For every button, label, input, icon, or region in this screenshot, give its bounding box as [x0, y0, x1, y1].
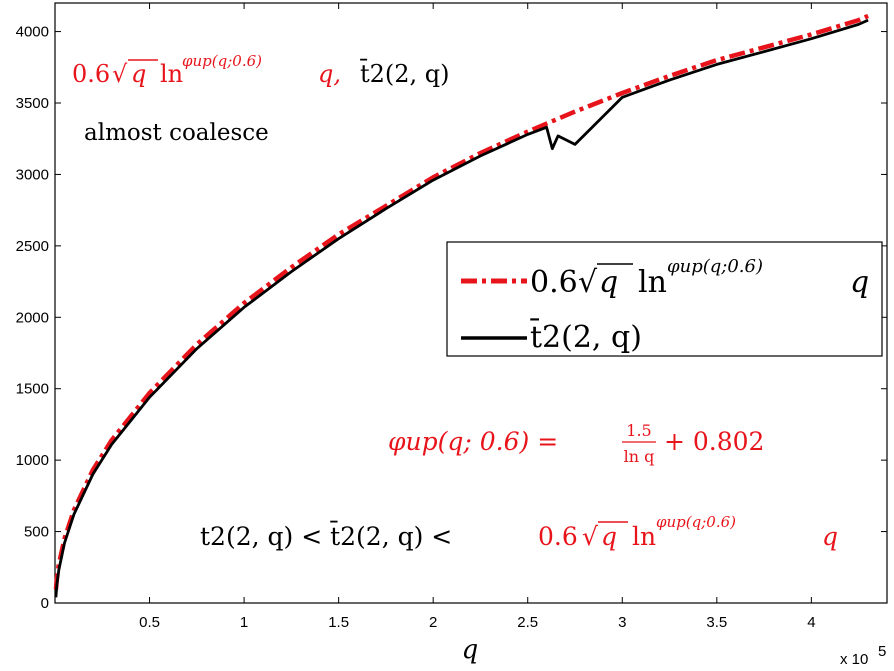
top-note: almost coalesce [84, 120, 269, 146]
bottom-formula-q-tail: q [822, 522, 838, 551]
y-tick-label: 3000 [16, 166, 49, 183]
phi-formula-rhs: + 0.802 [664, 427, 764, 456]
bottom-formula-ln: ln [632, 522, 656, 551]
bottom-formula-sqrt-sign: √ [582, 522, 598, 551]
legend-red-q: q [599, 265, 618, 300]
top-formula-tbar: t̄2(2, q) [360, 59, 450, 88]
bottom-formula: t2(2, q) < t̄2(2, q) < 0.6 √ q ln φup(q;… [200, 513, 838, 551]
top-formula-q-tail: q, [318, 60, 341, 88]
y-tick-label: 2000 [16, 309, 49, 326]
x-tick-label: 3 [618, 614, 626, 631]
y-tick-label: 1500 [16, 381, 49, 398]
x-tick-label: 2.5 [517, 614, 538, 631]
top-formula-coef: 0.6 [72, 60, 110, 88]
x-axis-label: q [462, 635, 479, 665]
legend-item-black: t̄2(2, q) [530, 317, 642, 355]
bottom-formula-coef: 0.6 [538, 522, 578, 551]
phi-formula-denominator: ln q [624, 447, 655, 466]
legend-red-ln: ln [638, 265, 667, 300]
series-layer [53, 13, 870, 598]
y-tick-label: 0 [41, 595, 49, 612]
x-tick-label: 4 [807, 614, 815, 631]
series-line-tbar [54, 18, 869, 598]
y-tick-label: 4000 [16, 24, 49, 41]
x-tick-label: 1.5 [328, 614, 349, 631]
legend-red-exponent: φup(q;0.6) [667, 256, 763, 277]
x-tick-label: 1 [240, 614, 248, 631]
x-axis: 0.5 1 1.5 2 2.5 3 3.5 4 [139, 3, 816, 631]
y-tick-label: 2500 [16, 238, 49, 255]
top-formula-ln: ln [160, 60, 183, 88]
legend-item-red: 0.6 √ q ln φup(q;0.6) q [530, 256, 869, 300]
top-formula: 0.6 √ q ln φup(q;0.6) q, t̄2(2, q) [72, 52, 450, 88]
phi-formula-lhs: φup(q; 0.6) = [388, 427, 558, 456]
y-tick-label: 3500 [16, 95, 49, 112]
x-exponent-power: 5 [878, 643, 886, 660]
top-formula-sqrt-sign: √ [112, 60, 128, 88]
bottom-formula-q: q [601, 522, 617, 551]
y-axis: 0 500 1000 1500 2000 2500 3000 3500 4000 [16, 24, 887, 612]
legend-red-q-tail: q [850, 265, 869, 300]
legend-red-sqrt-sign: √ [578, 265, 598, 300]
bottom-formula-exponent: φup(q;0.6) [656, 513, 736, 531]
top-formula-exponent: φup(q;0.6) [182, 52, 262, 70]
x-tick-label: 2 [429, 614, 437, 631]
bottom-formula-left: t2(2, q) < t̄2(2, q) < [200, 522, 452, 551]
y-tick-label: 500 [24, 524, 49, 541]
x-exponent-label: x 10 [840, 651, 868, 668]
phi-formula: φup(q; 0.6) = 1.5 ln q + 0.802 [388, 421, 764, 466]
y-tick-label: 1000 [16, 452, 49, 469]
x-tick-label: 3.5 [706, 614, 727, 631]
legend: 0.6 √ q ln φup(q;0.6) q t̄2(2, q) [446, 241, 883, 357]
plot-frame [54, 2, 888, 604]
x-tick-label: 0.5 [139, 614, 160, 631]
top-formula-q: q [131, 60, 146, 88]
phi-formula-numerator: 1.5 [626, 421, 651, 440]
legend-red-coef: 0.6 [530, 265, 578, 300]
